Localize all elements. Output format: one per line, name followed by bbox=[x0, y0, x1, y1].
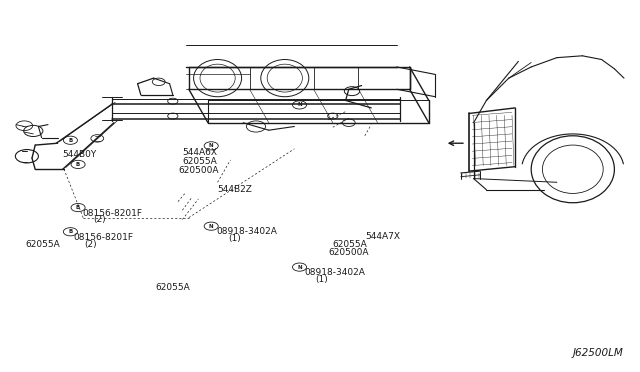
Text: (1): (1) bbox=[316, 275, 328, 284]
Text: N: N bbox=[297, 264, 302, 270]
Text: 62055A: 62055A bbox=[156, 283, 190, 292]
Text: 08156-8201F: 08156-8201F bbox=[73, 233, 133, 242]
Text: 08918-3402A: 08918-3402A bbox=[216, 227, 277, 236]
Text: 08156-8201F: 08156-8201F bbox=[82, 209, 142, 218]
Text: B: B bbox=[76, 205, 80, 210]
Text: J62500LM: J62500LM bbox=[573, 348, 624, 358]
Text: N: N bbox=[209, 143, 214, 148]
Text: N: N bbox=[209, 224, 214, 229]
Text: B: B bbox=[76, 162, 80, 167]
Text: 62055A: 62055A bbox=[182, 157, 217, 166]
Text: 544A6X: 544A6X bbox=[182, 148, 218, 157]
Text: (2): (2) bbox=[84, 240, 97, 248]
Text: B: B bbox=[68, 138, 72, 143]
Text: 620500A: 620500A bbox=[328, 248, 369, 257]
Text: 62055A: 62055A bbox=[333, 240, 367, 249]
Text: 62055A: 62055A bbox=[26, 240, 60, 249]
Text: (2): (2) bbox=[93, 215, 106, 224]
Text: (1): (1) bbox=[228, 234, 241, 243]
Text: B: B bbox=[68, 229, 72, 234]
Text: 544A7X: 544A7X bbox=[365, 232, 400, 241]
Text: 08918-3402A: 08918-3402A bbox=[304, 268, 365, 277]
Text: 544B0Y: 544B0Y bbox=[63, 150, 97, 159]
Text: 620500A: 620500A bbox=[178, 166, 218, 175]
Text: N: N bbox=[297, 102, 302, 108]
Text: 544B2Z: 544B2Z bbox=[218, 185, 252, 194]
